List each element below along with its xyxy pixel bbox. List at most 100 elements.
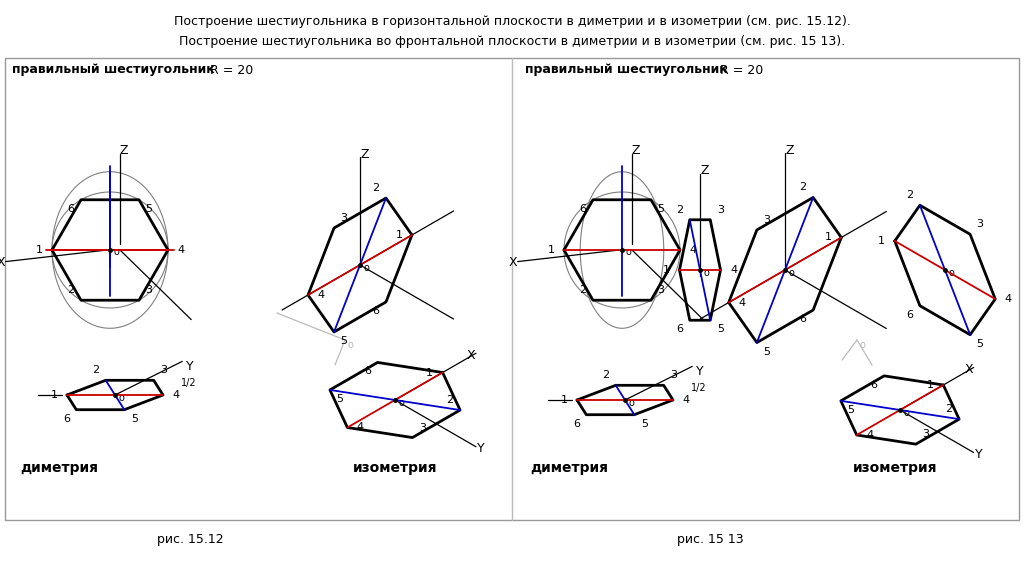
Text: 1: 1 <box>50 390 57 400</box>
Text: 3: 3 <box>160 365 167 375</box>
Text: o: o <box>347 340 353 350</box>
Text: 1: 1 <box>824 232 831 242</box>
Text: 4: 4 <box>689 245 696 255</box>
Text: Z: Z <box>785 145 795 157</box>
Text: Построение шестиугольника в горизонтальной плоскости в диметрии и в изометрии (с: Построение шестиугольника в горизонтальн… <box>173 15 851 29</box>
Text: Y: Y <box>975 448 982 461</box>
Text: X: X <box>0 256 5 269</box>
Text: o: o <box>364 263 369 273</box>
Text: 4: 4 <box>738 297 745 308</box>
Text: 4: 4 <box>317 290 325 300</box>
Text: o: o <box>903 408 909 418</box>
Text: 1: 1 <box>560 395 567 405</box>
Text: 4: 4 <box>1005 294 1012 304</box>
Text: 3: 3 <box>923 429 930 439</box>
Text: o: o <box>703 268 709 278</box>
Text: Y: Y <box>477 442 484 455</box>
Text: 1: 1 <box>663 265 670 275</box>
Text: диметрия: диметрия <box>20 461 98 475</box>
Text: 4: 4 <box>682 395 689 405</box>
Text: 5: 5 <box>337 394 343 404</box>
Text: 5: 5 <box>847 405 854 415</box>
Text: 6: 6 <box>676 324 683 334</box>
Text: 5: 5 <box>145 204 153 214</box>
Text: 6: 6 <box>373 306 380 316</box>
Text: 6: 6 <box>68 204 75 214</box>
Text: 3: 3 <box>419 422 426 433</box>
Text: 2: 2 <box>68 285 75 295</box>
Text: 6: 6 <box>365 366 371 377</box>
Text: R = 20: R = 20 <box>210 64 253 76</box>
Text: 2: 2 <box>800 183 807 192</box>
Text: правильный шестиугольник: правильный шестиугольник <box>525 64 728 76</box>
Text: o: o <box>398 398 403 408</box>
Text: изометрия: изометрия <box>352 461 437 475</box>
Text: Z: Z <box>632 144 640 157</box>
Text: 3: 3 <box>717 205 724 215</box>
Text: X: X <box>467 349 475 362</box>
Text: Z: Z <box>360 149 370 161</box>
Text: 4: 4 <box>177 245 184 255</box>
Text: 1: 1 <box>548 245 555 255</box>
Text: X: X <box>509 256 517 269</box>
Text: 5: 5 <box>341 336 347 346</box>
Text: 3: 3 <box>977 219 984 229</box>
Text: o: o <box>628 398 634 408</box>
Text: 2: 2 <box>92 365 99 375</box>
Text: Z: Z <box>120 144 128 157</box>
Text: 3: 3 <box>763 215 770 225</box>
Text: o: o <box>948 268 954 278</box>
Text: изометрия: изометрия <box>853 461 937 475</box>
Text: 5: 5 <box>763 347 770 356</box>
Text: 2: 2 <box>373 183 380 193</box>
Text: Y: Y <box>695 364 703 378</box>
Text: 4: 4 <box>730 265 737 275</box>
Text: рис. 15 13: рис. 15 13 <box>677 533 743 546</box>
FancyBboxPatch shape <box>5 58 1019 520</box>
Text: o: o <box>625 247 631 257</box>
Text: Z: Z <box>700 164 710 177</box>
Text: 3: 3 <box>657 285 665 295</box>
Text: 6: 6 <box>870 380 878 390</box>
Text: 6: 6 <box>62 414 70 424</box>
Text: 2: 2 <box>676 205 683 215</box>
Text: 2: 2 <box>906 190 913 200</box>
Text: o: o <box>113 247 119 257</box>
Text: Y: Y <box>185 360 194 373</box>
Text: 1: 1 <box>36 245 43 255</box>
Text: 5: 5 <box>131 414 138 424</box>
Text: 3: 3 <box>145 285 153 295</box>
Text: 3: 3 <box>341 213 347 223</box>
Text: R = 20: R = 20 <box>720 64 763 76</box>
Text: 4: 4 <box>172 390 179 400</box>
Text: X: X <box>965 363 973 376</box>
Text: 6: 6 <box>800 314 807 324</box>
Text: 1: 1 <box>426 367 433 378</box>
Text: Построение шестиугольника во фронтальной плоскости в диметрии и в изометрии (см.: Построение шестиугольника во фронтальной… <box>179 36 845 48</box>
Text: правильный шестиугольник: правильный шестиугольник <box>12 64 215 76</box>
Text: 5: 5 <box>657 204 665 214</box>
Text: 1/2: 1/2 <box>180 378 197 388</box>
Text: диметрия: диметрия <box>530 461 608 475</box>
Text: 1: 1 <box>879 236 886 246</box>
Text: 6: 6 <box>906 310 913 320</box>
Text: 1/2: 1/2 <box>690 383 707 393</box>
Text: 2: 2 <box>580 285 587 295</box>
Text: 6: 6 <box>580 204 587 214</box>
Text: 3: 3 <box>670 370 677 381</box>
Text: 5: 5 <box>977 339 984 349</box>
Text: 5: 5 <box>641 418 648 429</box>
Text: o: o <box>859 340 865 350</box>
Text: 2: 2 <box>945 404 952 414</box>
Text: 1: 1 <box>395 230 402 240</box>
Text: o: o <box>118 393 124 403</box>
Text: 2: 2 <box>446 395 454 405</box>
Text: 4: 4 <box>356 422 364 432</box>
Text: 2: 2 <box>602 370 609 381</box>
Text: 6: 6 <box>572 418 580 429</box>
Text: o: o <box>788 268 794 278</box>
Text: 5: 5 <box>717 324 724 334</box>
Text: рис. 15.12: рис. 15.12 <box>157 533 223 546</box>
Text: 4: 4 <box>866 430 873 440</box>
Text: 1: 1 <box>927 380 934 390</box>
